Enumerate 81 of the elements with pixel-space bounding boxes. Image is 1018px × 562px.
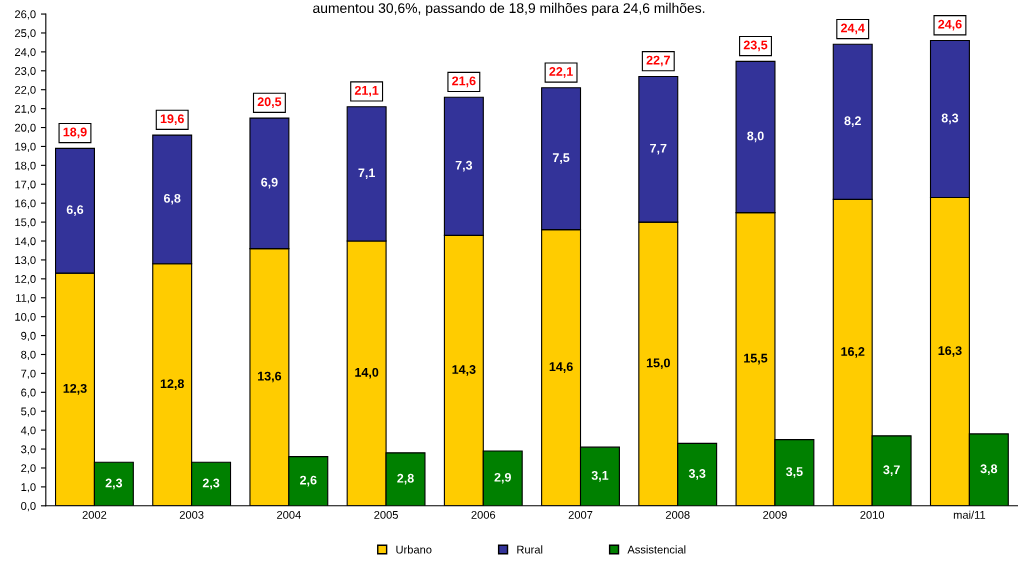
- data-label: 7,5: [552, 153, 570, 164]
- y-tick-label: 5,0: [21, 407, 36, 417]
- total-label: 24,4: [841, 23, 865, 35]
- y-tick-label: 1,0: [21, 483, 36, 493]
- y-tick-label: 8,0: [21, 350, 36, 360]
- x-tick-label: 2006: [471, 510, 496, 519]
- total-label: 23,5: [743, 40, 768, 52]
- x-tick-label: 2004: [277, 510, 301, 519]
- data-label: 8,2: [844, 116, 861, 128]
- data-label: 3,5: [786, 467, 803, 478]
- legend-label: Urbano: [396, 545, 432, 554]
- y-tick-label: 23,0: [15, 67, 36, 77]
- y-tick-label: 3,0: [21, 445, 36, 455]
- total-label: 21,6: [452, 76, 476, 88]
- y-tick-label: 4,0: [20, 426, 36, 436]
- y-tick-label: 13,0: [15, 256, 36, 266]
- x-tick-label: mai/11: [953, 510, 986, 519]
- chart-title: aumentou 30,6%, passando de 18,9 milhões para 24,6 milhões.: [313, 2, 705, 16]
- x-tick-label: 2005: [374, 510, 398, 519]
- y-tick-label: 11,0: [16, 294, 36, 304]
- data-label: 14,6: [549, 362, 573, 373]
- total-label: 22,7: [646, 55, 670, 67]
- data-label: 7,3: [455, 160, 473, 172]
- x-tick-label: 2007: [568, 510, 593, 519]
- y-tick-label: 6,0: [21, 388, 36, 398]
- data-label: 15,5: [744, 353, 768, 365]
- data-label: 16,3: [938, 346, 962, 357]
- data-label: 14,0: [355, 367, 379, 379]
- data-label: 6,9: [261, 177, 278, 189]
- y-tick-label: 0,0: [21, 502, 36, 512]
- x-tick-label: 2008: [665, 510, 690, 519]
- total-label: 21,1: [354, 85, 379, 97]
- y-tick-label: 19,0: [15, 142, 36, 152]
- data-label: 8,0: [747, 131, 764, 143]
- total-label: 19,6: [160, 114, 184, 125]
- y-tick-label: 22,0: [15, 85, 36, 96]
- y-tick-label: 7,0: [21, 369, 36, 379]
- data-label: 2,3: [202, 478, 220, 490]
- data-label: 6,6: [66, 205, 84, 216]
- data-label: 3,1: [591, 470, 609, 482]
- y-tick-label: 21,0: [15, 104, 36, 115]
- total-label: 20,5: [257, 97, 282, 108]
- data-label: 2,6: [300, 475, 317, 487]
- data-label: 7,1: [358, 168, 375, 180]
- y-tick-label: 2,0: [21, 464, 36, 474]
- data-label: 13,6: [258, 371, 282, 383]
- y-tick-label: 12,0: [15, 275, 36, 285]
- data-label: 6,8: [163, 193, 181, 205]
- y-tick-label: 16,0: [15, 199, 36, 209]
- y-tick-label: 18,0: [15, 161, 36, 171]
- y-tick-label: 14,0: [15, 237, 36, 247]
- x-tick-label: 2009: [763, 510, 787, 519]
- data-label: 12,3: [63, 383, 87, 395]
- y-tick-label: 24,0: [15, 48, 36, 58]
- data-label: 3,8: [980, 464, 998, 476]
- x-tick-label: 2003: [179, 510, 204, 519]
- data-label: 7,7: [650, 143, 667, 155]
- y-tick-label: 17,0: [15, 180, 36, 190]
- y-tick-label: 10,0: [15, 312, 36, 323]
- y-tick-label: 15,0: [15, 218, 36, 228]
- total-label: 24,6: [938, 19, 962, 31]
- data-label: 16,2: [841, 347, 865, 358]
- data-label: 3,3: [688, 469, 706, 480]
- data-label: 2,8: [397, 473, 414, 485]
- data-label: 12,8: [160, 379, 184, 390]
- y-tick-label: 26,0: [15, 10, 36, 20]
- total-label: 22,1: [549, 67, 573, 78]
- data-label: 14,3: [452, 365, 476, 376]
- data-label: 8,3: [941, 113, 959, 125]
- legend-label: Rural: [517, 545, 543, 554]
- total-label: 18,9: [63, 127, 87, 139]
- y-tick-label: 25,0: [15, 29, 36, 39]
- data-label: 2,9: [494, 472, 511, 484]
- legend-label: Assistencial: [627, 545, 686, 554]
- data-label: 3,7: [883, 465, 900, 476]
- x-tick-label: 2010: [860, 510, 885, 519]
- data-label: 15,0: [646, 358, 670, 370]
- x-tick-label: 2002: [82, 510, 107, 519]
- y-tick-label: 9,0: [21, 331, 36, 342]
- y-tick-label: 20,0: [15, 123, 36, 133]
- data-label: 2,3: [105, 478, 123, 490]
